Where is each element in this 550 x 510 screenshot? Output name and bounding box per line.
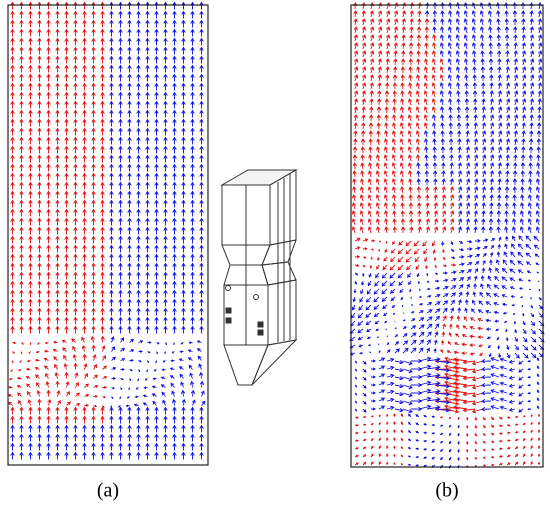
vector-arrows: [7, 1, 108, 424]
panel-label: (a): [97, 480, 119, 502]
panel-a-frame: [7, 4, 209, 466]
panel-b-field: [349, 2, 545, 469]
panel-b-frame: [350, 4, 544, 468]
boiler-sketch: [220, 169, 298, 386]
vector-arrows: [351, 2, 541, 469]
panel-label: (b): [435, 480, 458, 502]
panel-a-field: [7, 1, 206, 460]
vector-arrows: [10, 1, 206, 460]
vector-arrows: [349, 2, 545, 469]
